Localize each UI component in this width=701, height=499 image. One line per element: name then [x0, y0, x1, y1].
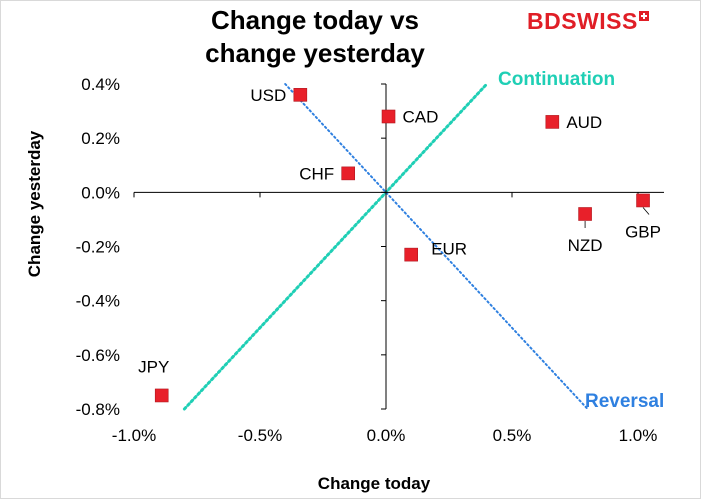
- point-label-eur: EUR: [431, 240, 467, 259]
- y-tick-label: -0.4%: [76, 292, 120, 311]
- point-label-gbp: GBP: [625, 222, 661, 241]
- data-points: USD CAD AUD CHF NZD GBP EUR JPY: [138, 86, 661, 403]
- point-label-aud: AUD: [566, 113, 602, 132]
- point-label-jpy: JPY: [138, 357, 169, 376]
- chart-title-line-1: Change today vs: [210, 5, 420, 35]
- leader-line-gbp: [642, 207, 650, 215]
- point-cad: [381, 109, 396, 124]
- logo-text: BDSWISS: [527, 8, 638, 34]
- point-label-chf: CHF: [299, 164, 334, 183]
- point-usd: [293, 88, 308, 102]
- x-tick-label: 1.0%: [619, 426, 658, 445]
- chart-title-line-2: change yesterday: [205, 38, 425, 68]
- point-chf: [341, 166, 356, 181]
- bdswiss-logo: BDSWISS: [527, 6, 649, 36]
- y-axis-label: Change yesterday: [25, 130, 44, 277]
- y-tick-label: -0.6%: [76, 346, 120, 365]
- point-label-cad: CAD: [403, 108, 439, 127]
- chart-title: Change today vs change yesterday: [150, 4, 480, 70]
- swiss-cross-icon: [638, 11, 649, 21]
- x-tick-label: 0.0%: [367, 426, 406, 445]
- reversal-line: [284, 83, 589, 410]
- y-tick-label: 0.4%: [81, 75, 120, 94]
- reference-lines: [182, 82, 589, 411]
- y-tick-label: -0.2%: [76, 238, 120, 257]
- continuation-annotation: Continuation: [498, 69, 615, 90]
- point-nzd: [578, 207, 592, 221]
- x-tick-label: 0.5%: [493, 426, 532, 445]
- point-label-usd: USD: [250, 86, 286, 105]
- point-jpy: [154, 388, 169, 403]
- y-tick-label: 0.2%: [81, 129, 120, 148]
- x-tick-label: -0.5%: [238, 426, 282, 445]
- point-label-nzd: NZD: [568, 236, 603, 255]
- point-eur: [404, 247, 419, 262]
- y-tick-label: -0.8%: [76, 400, 120, 419]
- ticks: -1.0% -0.5% 0.0% 0.5% 1.0% 0.4% 0.2% 0.0% -0.2% -…: [76, 75, 658, 445]
- x-tick-label: -1.0%: [112, 426, 156, 445]
- point-aud: [545, 115, 560, 129]
- x-axis-label: Change today: [318, 474, 431, 493]
- continuation-line: [182, 82, 489, 411]
- point-gbp: [636, 193, 650, 208]
- y-tick-label: 0.0%: [81, 183, 120, 202]
- reversal-annotation: Reversal: [585, 391, 664, 412]
